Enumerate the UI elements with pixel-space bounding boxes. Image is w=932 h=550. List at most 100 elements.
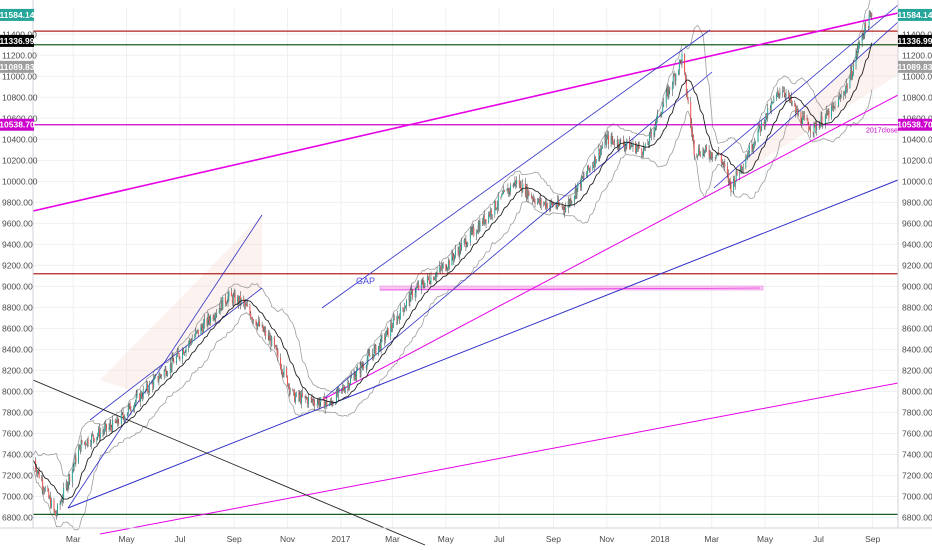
candle-down xyxy=(826,110,828,115)
candle-up xyxy=(447,260,449,268)
candle-down xyxy=(685,78,687,93)
candle-down xyxy=(777,91,779,94)
y-tick-label-right: 9800.00 xyxy=(902,197,932,207)
candle-up xyxy=(145,389,147,391)
candle-up xyxy=(712,157,714,159)
candle-up xyxy=(341,388,343,390)
candle-up xyxy=(269,338,271,341)
candle-up xyxy=(544,202,546,204)
candle-up xyxy=(508,188,510,194)
candle-down xyxy=(117,417,119,424)
candle-down xyxy=(518,179,520,187)
candle-up xyxy=(67,484,69,489)
candle-up xyxy=(36,471,38,474)
candle-down xyxy=(526,186,528,198)
candle-up xyxy=(44,487,46,492)
trend-lines xyxy=(32,4,899,546)
candle-up xyxy=(308,397,310,404)
candle-down xyxy=(846,84,848,89)
candle-up xyxy=(513,183,515,187)
candle-up xyxy=(228,292,230,297)
candle-down xyxy=(411,290,413,292)
candle-down xyxy=(796,108,798,115)
candle-down xyxy=(157,375,159,381)
candle-up xyxy=(649,132,651,134)
candle-down xyxy=(323,397,325,409)
candle-up xyxy=(233,293,235,296)
candle-up xyxy=(797,112,799,115)
candle-up xyxy=(675,74,677,81)
candle-up xyxy=(648,143,650,145)
candle-down xyxy=(300,394,302,403)
candle-down xyxy=(85,444,87,446)
candle-up xyxy=(843,93,845,96)
candle-down xyxy=(684,53,686,73)
candle-up xyxy=(834,106,836,108)
candle-up xyxy=(294,396,296,402)
badge-right xyxy=(898,60,932,73)
candle-up xyxy=(304,396,306,397)
candle-up xyxy=(104,426,106,432)
candle-down xyxy=(160,374,162,376)
candle-up xyxy=(200,325,202,335)
candle-up xyxy=(378,342,380,347)
candle-down xyxy=(867,27,869,28)
candle-down xyxy=(208,315,210,321)
candle-up xyxy=(820,116,822,124)
candle-up xyxy=(454,255,456,260)
candle-up xyxy=(594,156,596,167)
axes xyxy=(0,0,932,529)
candle-up xyxy=(663,103,665,108)
candle-up xyxy=(128,403,130,407)
candle-down xyxy=(490,210,492,216)
candle-up xyxy=(159,374,161,379)
y-tick-label-left: 10200.00 xyxy=(2,155,38,165)
candle-up xyxy=(420,280,422,289)
candle-up xyxy=(102,431,104,433)
candle-up xyxy=(263,330,265,332)
candle-down xyxy=(55,511,57,516)
candle-up xyxy=(380,337,382,350)
candle-down xyxy=(250,313,252,319)
candle-up xyxy=(335,403,337,405)
candle-up xyxy=(360,363,362,373)
candle-down xyxy=(38,470,40,478)
candle-up xyxy=(203,319,205,324)
candle-up xyxy=(74,456,76,465)
y-tick-label-left: 10400.00 xyxy=(2,134,38,144)
candle-down xyxy=(698,148,700,155)
candle-up xyxy=(697,154,699,156)
candle-down xyxy=(224,297,226,304)
candle-up xyxy=(72,466,74,470)
candle-up xyxy=(710,152,712,158)
candle-down xyxy=(294,391,296,402)
candle-down xyxy=(130,410,132,412)
candle-up xyxy=(91,435,93,445)
trend-line xyxy=(321,94,899,401)
badge-left xyxy=(0,118,34,131)
y-tick-label-left: 7200.00 xyxy=(2,470,33,480)
candle-up xyxy=(397,315,399,322)
candle-up xyxy=(169,363,171,373)
candle-down xyxy=(485,219,487,223)
candle-down xyxy=(277,351,279,358)
badge-right xyxy=(898,34,932,47)
candle-down xyxy=(693,140,695,156)
candle-up xyxy=(816,126,818,131)
candle-up xyxy=(237,297,239,304)
badge-right-text: 11089.83 xyxy=(898,62,932,72)
candle-down xyxy=(173,361,175,364)
y-tick-label-left: 10600.00 xyxy=(2,113,38,123)
candle-down xyxy=(35,469,37,474)
candle-up xyxy=(410,290,412,302)
candle-down xyxy=(594,156,596,164)
candle-up xyxy=(758,124,760,132)
candle-up xyxy=(796,108,798,113)
candle-up xyxy=(467,242,469,246)
candle-down xyxy=(561,205,563,208)
candle-down xyxy=(231,292,233,297)
candle-up xyxy=(191,339,193,343)
candle-up xyxy=(740,165,742,173)
candle-up xyxy=(822,124,824,127)
candle-up xyxy=(105,423,107,427)
